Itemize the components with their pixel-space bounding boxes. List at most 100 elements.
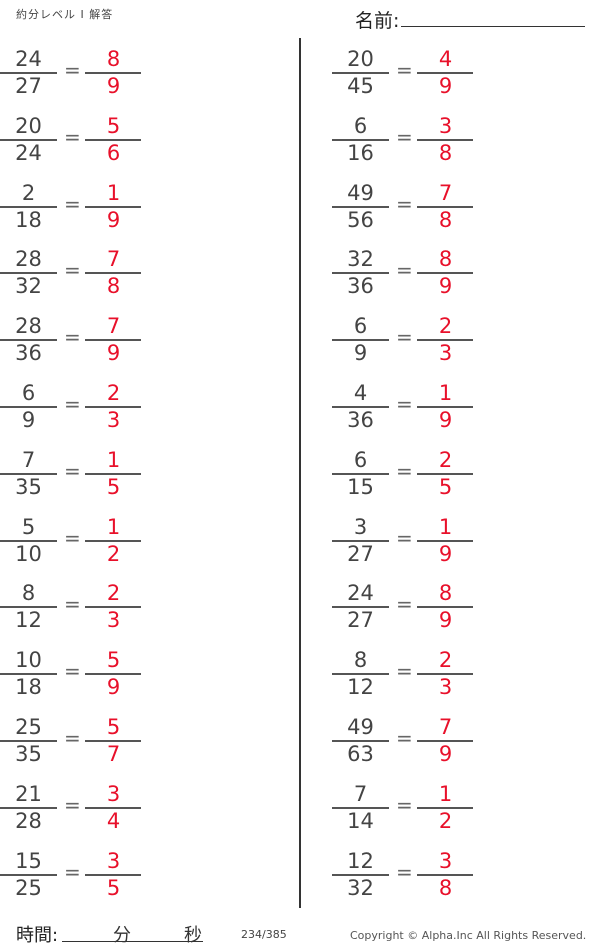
answer-denominator: 2: [106, 541, 121, 566]
answer-fraction-bar: [85, 740, 141, 742]
equals-sign: =: [396, 392, 413, 416]
fraction-problem: 5 10 = 1 2: [0, 516, 150, 578]
question-fraction-bar: [0, 606, 57, 609]
question-numerator: 24: [347, 581, 374, 606]
fraction-problem: 2 18 = 1 9: [0, 182, 150, 244]
equals-sign: =: [396, 659, 413, 684]
question-denominator: 18: [15, 675, 42, 700]
answer-fraction-bar: [417, 673, 473, 676]
question-numerator: 7: [21, 447, 36, 472]
equals-sign: =: [396, 592, 413, 617]
question-denominator: 27: [347, 541, 374, 566]
question-fraction-bar: [332, 272, 389, 275]
time-field-line: [62, 941, 203, 942]
fraction-problem: 15 25 = 3 5: [0, 848, 150, 912]
question-fraction-bar: [332, 406, 389, 408]
equals-sign: =: [396, 325, 413, 350]
question-denominator: 25: [15, 875, 42, 900]
answer-fraction-bar: [417, 606, 473, 609]
question-denominator: 35: [15, 742, 42, 766]
fraction-problem: 32 36 = 8 9: [332, 248, 482, 310]
question-numerator: 10: [15, 648, 42, 673]
equals-sign: =: [64, 58, 81, 82]
question-denominator: 27: [15, 74, 42, 98]
question-numerator: 6: [21, 381, 36, 405]
fraction-problem: 4 36 = 1 9: [332, 382, 482, 444]
question-fraction-bar: [0, 740, 57, 742]
name-field-line: [401, 26, 585, 27]
answer-numerator: 8: [106, 47, 121, 71]
answer-denominator: 9: [106, 74, 121, 98]
fraction-problem: 24 27 = 8 9: [0, 47, 150, 110]
question-fraction-bar: [0, 806, 57, 809]
answer-numerator: 3: [106, 848, 121, 873]
question-fraction-bar: [0, 339, 57, 342]
name-label: 名前:: [355, 10, 400, 32]
equals-sign: =: [396, 859, 413, 884]
answer-denominator: 8: [106, 274, 121, 299]
equals-sign: =: [64, 792, 81, 817]
question-fraction-bar: [332, 740, 389, 742]
question-fraction-bar: [0, 873, 57, 876]
question-numerator: 12: [347, 848, 374, 873]
fraction-problem: 49 56 = 7 8: [332, 182, 482, 244]
fraction-problem: 21 28 = 3 4: [0, 781, 150, 845]
worksheet-title: 約分レベル I 解答: [16, 8, 114, 21]
answer-numerator: 2: [106, 381, 121, 405]
answer-denominator: 9: [438, 274, 453, 299]
fraction-problem: 28 32 = 7 8: [0, 248, 150, 310]
minutes-label: 分: [113, 925, 131, 946]
answer-denominator: 3: [438, 341, 453, 366]
answer-fraction-bar: [85, 606, 141, 609]
answer-fraction-bar: [417, 406, 473, 408]
equals-sign: =: [396, 191, 413, 216]
question-denominator: 36: [347, 274, 374, 299]
question-fraction-bar: [0, 138, 57, 141]
question-numerator: 20: [347, 47, 374, 71]
answer-numerator: 7: [106, 314, 121, 339]
question-numerator: 7: [353, 781, 368, 806]
question-numerator: 21: [15, 781, 42, 806]
answer-numerator: 4: [438, 47, 453, 71]
question-fraction-bar: [332, 606, 389, 609]
page-number: 234/385: [241, 928, 287, 941]
question-numerator: 25: [15, 715, 42, 739]
answer-denominator: 5: [438, 474, 453, 499]
answer-denominator: 8: [438, 140, 453, 165]
answer-fraction-bar: [417, 138, 473, 141]
question-fraction-bar: [332, 539, 389, 542]
equals-sign: =: [64, 258, 81, 283]
question-numerator: 24: [15, 47, 42, 71]
answer-fraction-bar: [417, 72, 473, 74]
question-denominator: 35: [15, 474, 42, 499]
question-denominator: 63: [347, 742, 374, 766]
answer-numerator: 5: [106, 648, 121, 673]
answer-numerator: 2: [106, 581, 121, 606]
answer-numerator: 5: [106, 715, 121, 739]
question-fraction-bar: [332, 806, 389, 809]
question-denominator: 15: [347, 474, 374, 499]
question-numerator: 6: [353, 314, 368, 339]
question-denominator: 45: [347, 74, 374, 98]
question-numerator: 3: [353, 514, 368, 539]
question-denominator: 36: [15, 341, 42, 366]
answer-denominator: 3: [438, 675, 453, 700]
answer-fraction-bar: [417, 205, 473, 208]
answer-numerator: 5: [106, 113, 121, 138]
equals-sign: =: [64, 726, 81, 750]
question-fraction-bar: [332, 138, 389, 141]
fraction-problem: 24 27 = 8 9: [332, 581, 482, 644]
question-denominator: 32: [347, 875, 374, 900]
answer-numerator: 1: [106, 447, 121, 472]
answer-denominator: 9: [438, 408, 453, 432]
answer-denominator: 9: [438, 608, 453, 633]
question-numerator: 49: [347, 715, 374, 739]
answer-denominator: 3: [106, 608, 121, 633]
time-label: 時間:: [16, 925, 59, 946]
question-numerator: 8: [21, 581, 36, 606]
answer-denominator: 5: [106, 875, 121, 900]
question-numerator: 6: [353, 113, 368, 138]
answer-fraction-bar: [417, 806, 473, 809]
fraction-problem: 7 35 = 1 5: [0, 447, 150, 511]
question-denominator: 14: [347, 808, 374, 833]
